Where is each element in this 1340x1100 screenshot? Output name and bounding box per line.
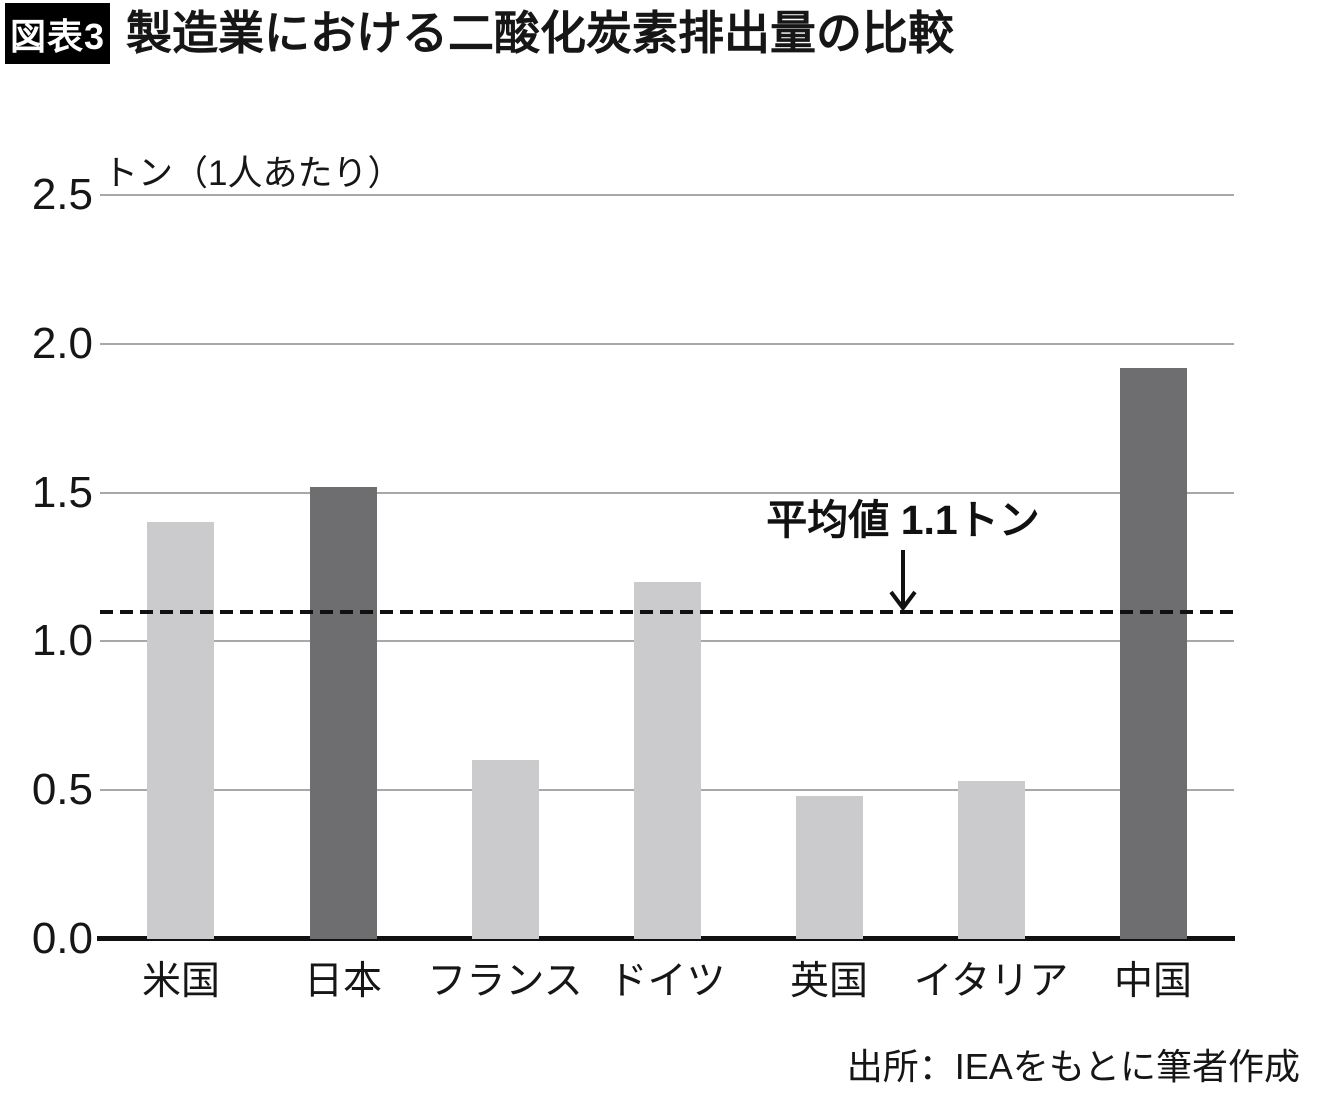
average-annotation-label: 平均値 1.1トン — [766, 497, 1040, 543]
y-tick-label: 1.0 — [31, 616, 93, 666]
bar — [471, 760, 539, 939]
y-tick-label: 0.0 — [31, 914, 93, 963]
x-axis-label: イタリア — [913, 960, 1069, 1003]
figure-title: 製造業における二酸化炭素排出量の比較 — [126, 7, 954, 59]
bar — [633, 581, 701, 939]
bar — [1119, 367, 1187, 939]
y-tick-label: 0.5 — [31, 765, 93, 815]
figure-number-badge: 図表3 — [5, 3, 110, 64]
x-axis-label: 中国 — [1113, 960, 1193, 1003]
x-axis-label: フランス — [427, 960, 583, 1003]
gridline — [100, 342, 1234, 345]
x-axis-label: ドイツ — [608, 960, 726, 1003]
y-axis-unit-label: トン（1人あたり） — [103, 154, 403, 193]
y-tick-label: 2.5 — [31, 170, 93, 219]
x-axis-labels: 米国 日本 フランス ドイツ 英国 イタリア 中国 — [100, 950, 1234, 1003]
bar — [309, 486, 377, 939]
average-line — [100, 609, 1234, 614]
y-tick-label: 1.5 — [31, 467, 93, 517]
bar — [147, 522, 215, 939]
bar — [957, 781, 1025, 939]
gridline — [100, 194, 1234, 196]
source-note: 出所：IEAをもとに筆者作成 — [846, 1046, 1300, 1087]
bar — [795, 796, 863, 939]
x-axis-label: 米国 — [141, 960, 221, 1003]
plot-area — [97, 194, 1235, 941]
gridline — [100, 491, 1234, 494]
down-arrow-icon — [889, 550, 917, 612]
x-axis-label: 日本 — [303, 960, 383, 1003]
y-tick-label: 2.0 — [31, 318, 93, 368]
y-axis-tick-labels: 0.0 0.5 1.0 1.5 2.0 2.5 — [0, 173, 93, 961]
x-axis-label: 英国 — [789, 960, 869, 1003]
